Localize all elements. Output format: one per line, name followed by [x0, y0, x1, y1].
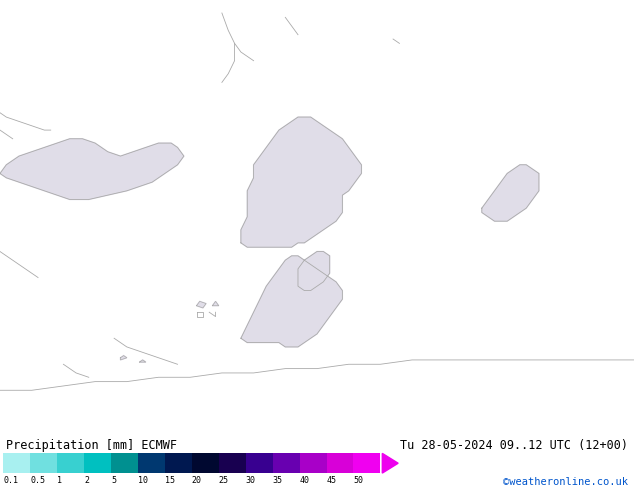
- Bar: [111, 453, 138, 473]
- Polygon shape: [241, 256, 342, 347]
- Polygon shape: [139, 360, 146, 362]
- Bar: [138, 453, 165, 473]
- Bar: [219, 453, 245, 473]
- Text: 40: 40: [299, 476, 309, 486]
- Polygon shape: [241, 117, 361, 247]
- Bar: [327, 453, 354, 473]
- Text: 1: 1: [57, 476, 62, 486]
- Text: 35: 35: [273, 476, 283, 486]
- Polygon shape: [120, 356, 127, 360]
- Bar: [84, 453, 111, 473]
- Text: 50: 50: [354, 476, 363, 486]
- Polygon shape: [482, 165, 539, 221]
- Text: 20: 20: [191, 476, 202, 486]
- Bar: [354, 453, 380, 473]
- Text: Tu 28-05-2024 09..12 UTC (12+00): Tu 28-05-2024 09..12 UTC (12+00): [399, 439, 628, 452]
- Bar: [30, 453, 57, 473]
- Text: 45: 45: [327, 476, 337, 486]
- Polygon shape: [0, 139, 184, 199]
- Polygon shape: [212, 301, 219, 306]
- Polygon shape: [197, 301, 206, 308]
- Text: ©weatheronline.co.uk: ©weatheronline.co.uk: [503, 477, 628, 487]
- Text: 30: 30: [245, 476, 256, 486]
- Polygon shape: [298, 251, 330, 291]
- Bar: [3, 453, 30, 473]
- Bar: [57, 453, 84, 473]
- Text: 0.1: 0.1: [3, 476, 18, 486]
- Text: 25: 25: [219, 476, 229, 486]
- Bar: [165, 453, 191, 473]
- Polygon shape: [382, 453, 398, 473]
- Text: 10: 10: [138, 476, 148, 486]
- Bar: [273, 453, 299, 473]
- Text: 5: 5: [111, 476, 116, 486]
- Text: Precipitation [mm] ECMWF: Precipitation [mm] ECMWF: [6, 439, 178, 452]
- Bar: [299, 453, 327, 473]
- Text: 15: 15: [165, 476, 175, 486]
- Text: 0.5: 0.5: [30, 476, 45, 486]
- Bar: [191, 453, 219, 473]
- Bar: [245, 453, 273, 473]
- Text: 2: 2: [84, 476, 89, 486]
